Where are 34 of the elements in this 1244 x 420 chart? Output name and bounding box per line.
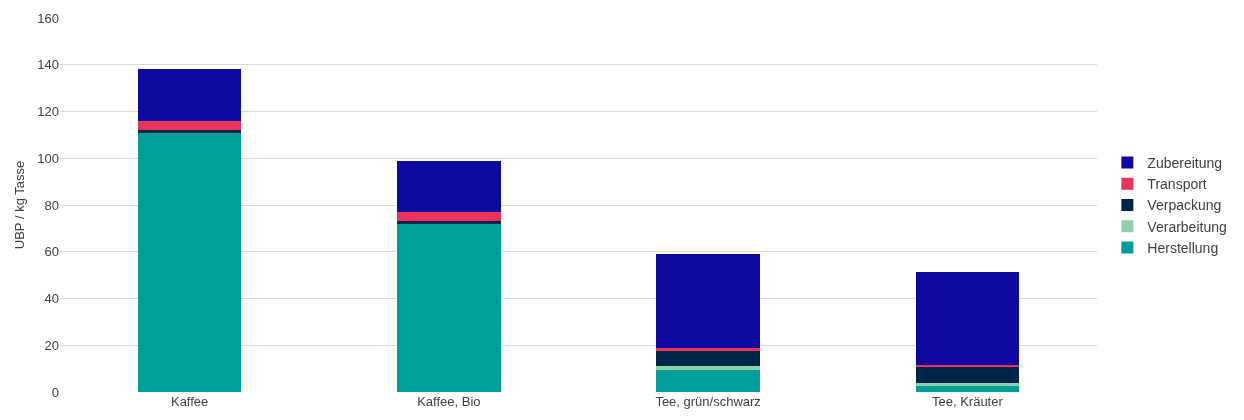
bar <box>656 366 760 370</box>
bar <box>397 223 501 392</box>
legend-label: Verpackung <box>1147 197 1222 214</box>
legend-label: Verarbeitung <box>1147 218 1227 235</box>
legend-label: Herstellung <box>1147 239 1219 256</box>
legend-label: Transport <box>1147 176 1207 193</box>
bar <box>656 351 760 367</box>
bar <box>397 221 501 224</box>
bar <box>397 160 501 213</box>
bar <box>656 369 760 392</box>
y-tick-label: 100 <box>37 150 59 166</box>
bar <box>915 386 1020 392</box>
y-tick-label: 40 <box>44 291 59 307</box>
y-tick-label: 160 <box>37 10 59 26</box>
y-tick-label: 20 <box>44 337 59 353</box>
bar <box>915 271 1020 366</box>
y-axis-title: UBP / kg Tasse <box>12 160 27 250</box>
y-tick-label: 80 <box>44 197 59 213</box>
x-tick-label: Kaffee, Bio <box>417 394 481 409</box>
bar <box>137 132 242 392</box>
bar <box>137 69 242 121</box>
x-tick-label: Tee, grün/schwarz <box>655 394 761 409</box>
bar <box>397 212 501 222</box>
x-tick-label: Kaffee <box>170 394 209 409</box>
y-tick-label: 120 <box>37 104 59 120</box>
y-tick-label: 0 <box>51 384 59 400</box>
y-tick-label: 140 <box>37 57 59 73</box>
y-tick-label: 60 <box>44 244 59 260</box>
bar <box>137 120 242 131</box>
x-tick-label: Tee, Kräuter <box>931 394 1004 409</box>
bar <box>137 130 242 133</box>
bar <box>656 254 760 348</box>
legend-label: Zubereitung <box>1147 155 1223 172</box>
bar <box>915 367 1020 383</box>
